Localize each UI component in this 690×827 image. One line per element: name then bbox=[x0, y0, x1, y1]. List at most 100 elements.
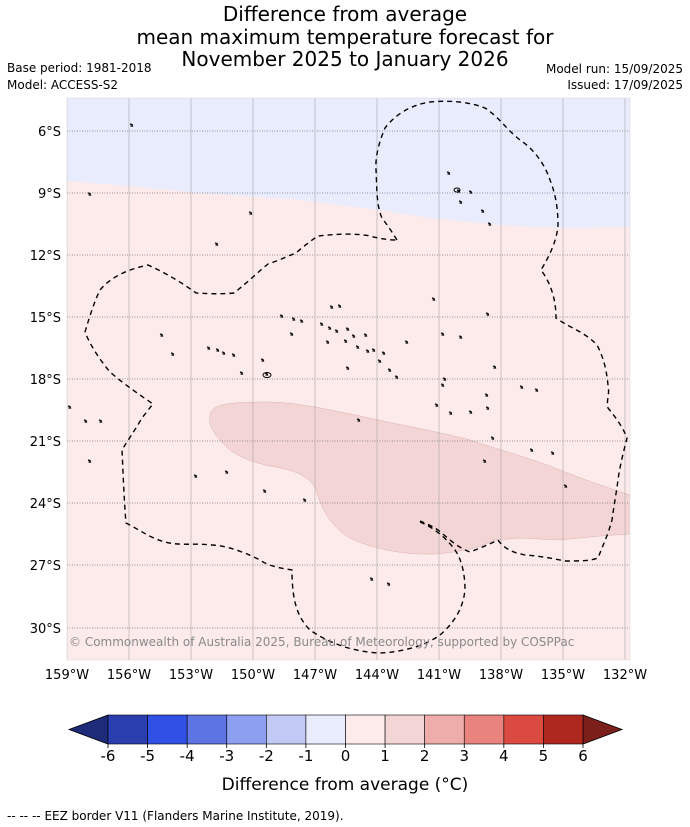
title-line-1: Difference from average bbox=[222, 2, 468, 26]
island-outline bbox=[440, 332, 445, 336]
lat-label: 21°S bbox=[30, 435, 61, 450]
island-outline bbox=[356, 418, 361, 422]
island-outline bbox=[291, 317, 296, 321]
colorbar-segment bbox=[424, 714, 465, 745]
island-outline bbox=[83, 419, 88, 423]
island-outline bbox=[371, 348, 376, 352]
island-outline bbox=[334, 329, 339, 333]
island-outline bbox=[260, 358, 265, 362]
island-outline bbox=[442, 377, 447, 381]
island-outline bbox=[159, 333, 164, 337]
lon-label: 150°W bbox=[231, 668, 275, 683]
colorbar-tick-label: 0 bbox=[341, 747, 351, 765]
colorbar-tick-label: 4 bbox=[499, 747, 509, 765]
island-outline bbox=[440, 383, 445, 387]
lon-label: 159°W bbox=[45, 668, 89, 683]
island-outline bbox=[563, 484, 568, 488]
island-outline bbox=[87, 459, 92, 463]
island-outline bbox=[485, 312, 490, 316]
title-line-3: November 2025 to January 2026 bbox=[181, 47, 509, 71]
island-outline bbox=[170, 352, 175, 356]
island-outline bbox=[448, 411, 453, 415]
lon-label: 153°W bbox=[169, 668, 213, 683]
island-outline bbox=[550, 451, 555, 455]
colorbar-tick-label: -2 bbox=[259, 747, 274, 765]
island-outline bbox=[529, 448, 534, 452]
colorbar-tick-label: 1 bbox=[380, 747, 390, 765]
island-outline bbox=[345, 327, 350, 331]
island-outline bbox=[434, 403, 439, 407]
island-outline bbox=[224, 470, 229, 474]
lat-label: 12°S bbox=[30, 249, 61, 264]
lat-label: 27°S bbox=[30, 559, 61, 574]
lat-label: 30°S bbox=[30, 622, 61, 637]
colorbar-tick-label: -4 bbox=[180, 747, 195, 765]
island-outline bbox=[490, 436, 495, 440]
title-line-2: mean maximum temperature forecast for bbox=[136, 25, 554, 49]
island-outline bbox=[482, 459, 487, 463]
colorbar-segment bbox=[463, 714, 505, 745]
colorbar-tick-label: 2 bbox=[420, 747, 430, 765]
colorbar-tick-label: -3 bbox=[219, 747, 234, 765]
lat-label: 15°S bbox=[30, 311, 61, 326]
lon-label: 141°W bbox=[417, 668, 461, 683]
island-outline bbox=[363, 333, 368, 337]
lat-label: 6°S bbox=[38, 125, 61, 140]
island-outline bbox=[87, 192, 92, 196]
copyright-text: © Commonwealth of Australia 2025, Bureau… bbox=[69, 635, 574, 649]
island-outline bbox=[239, 371, 244, 375]
colorbar-under-arrow bbox=[67, 714, 109, 745]
island-outline bbox=[129, 123, 134, 127]
island-outline bbox=[351, 334, 356, 338]
colorbar-tick-label: 3 bbox=[459, 747, 469, 765]
island-outline bbox=[248, 211, 253, 215]
island-outline bbox=[206, 346, 211, 350]
lat-label: 24°S bbox=[30, 497, 61, 512]
island-outline bbox=[98, 419, 103, 423]
base-period: Base period: 1981-2018 bbox=[7, 61, 152, 75]
lat-label: 9°S bbox=[38, 187, 61, 202]
model-name: Model: ACCESS-S2 bbox=[7, 78, 119, 92]
island-outline bbox=[394, 375, 399, 379]
colorbar-tick-label: -6 bbox=[101, 747, 116, 765]
colorbar-segment bbox=[345, 714, 386, 745]
island-outline bbox=[487, 222, 492, 226]
island-outline bbox=[492, 365, 497, 369]
colorbar-segment bbox=[186, 714, 228, 745]
island-outline bbox=[343, 339, 348, 343]
island-outline bbox=[519, 385, 524, 389]
island-outline bbox=[215, 348, 220, 352]
eez-legend: -- -- -- EEZ border V11 (Flanders Marine… bbox=[7, 809, 344, 823]
island-outline bbox=[484, 393, 489, 397]
island-outline bbox=[327, 326, 332, 330]
lat-label: 18°S bbox=[30, 373, 61, 388]
anomaly-zone-1-to-2 bbox=[209, 401, 630, 555]
colorbar-label: Difference from average (°C) bbox=[222, 775, 469, 795]
island-outline bbox=[329, 305, 334, 309]
island-outline bbox=[302, 498, 307, 502]
lon-label: 135°W bbox=[541, 668, 585, 683]
island-outline bbox=[337, 304, 342, 308]
lon-label: 156°W bbox=[107, 668, 151, 683]
lon-label: 132°W bbox=[603, 668, 647, 683]
lon-label: 147°W bbox=[293, 668, 337, 683]
eez-border-south bbox=[84, 233, 466, 654]
island-outline bbox=[468, 190, 473, 194]
issued-date: Issued: 17/09/2025 bbox=[567, 78, 683, 92]
colorbar-segment bbox=[384, 714, 425, 745]
colorbar-segment bbox=[147, 714, 188, 745]
island-outline bbox=[264, 372, 269, 376]
colorbar-tick-label: -1 bbox=[298, 747, 313, 765]
lon-label: 138°W bbox=[479, 668, 523, 683]
island-outline bbox=[262, 489, 267, 493]
island-outline bbox=[404, 340, 409, 344]
island-outline bbox=[231, 353, 236, 357]
island-outline bbox=[369, 577, 374, 581]
island-outline bbox=[345, 366, 350, 370]
eez-border-north bbox=[375, 100, 628, 562]
island-outline bbox=[67, 405, 72, 409]
colorbar-segment bbox=[543, 714, 584, 745]
island-outline bbox=[193, 474, 198, 478]
lon-label: 144°W bbox=[355, 668, 399, 683]
island-outline bbox=[534, 388, 539, 392]
